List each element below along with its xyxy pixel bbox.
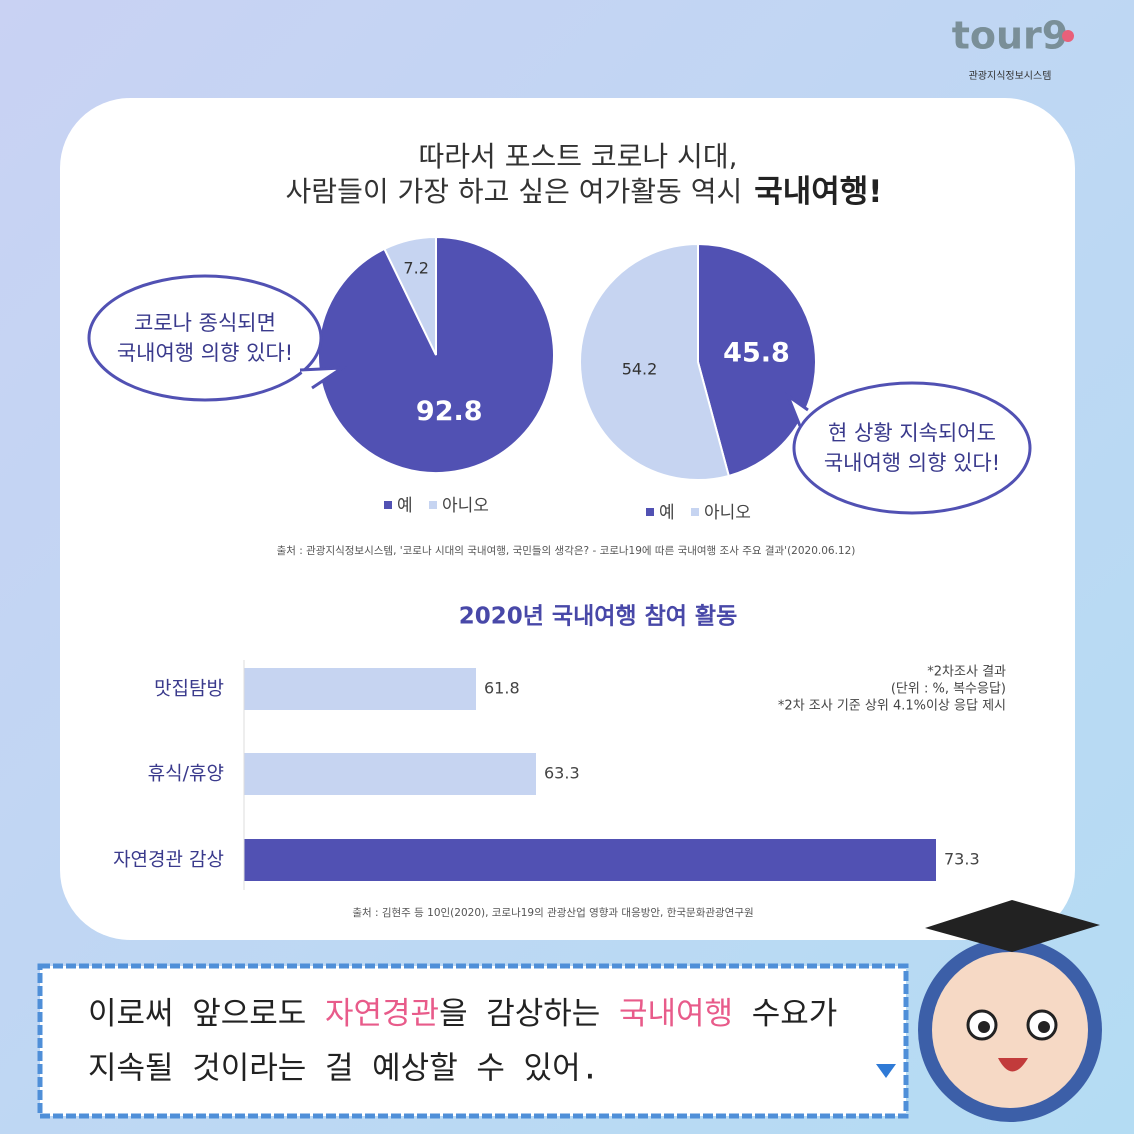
callout-tail xyxy=(784,391,809,427)
dialogue-line: 지속될 것이라는 걸 예상할 수 있어. xyxy=(88,1051,599,1087)
pie-slice xyxy=(383,235,437,356)
source: 출처 : 김현주 등 10인(2020), 코로나19의 관광산업 영향과 대응… xyxy=(352,906,753,919)
legend-marker xyxy=(646,508,654,516)
headline-line2: 사람들이 가장 하고 싶은 여가활동 역시 국내여행! xyxy=(286,174,883,210)
pie-slice xyxy=(317,235,555,474)
note: *2차조사 결과 xyxy=(927,665,1006,680)
source: 출처 : 관광지식정보시스템, '코로나 시대의 국내여행, 국민들의 생각은?… xyxy=(277,545,856,557)
chart-title: 2020년 국내여행 참여 활동 xyxy=(459,604,737,630)
dialogue-text: 이로써 앞으로도 xyxy=(88,996,325,1032)
callout-text: 현 상황 지속되어도 xyxy=(828,421,996,445)
pie-slice xyxy=(579,242,731,481)
pie-slice xyxy=(697,242,817,478)
card xyxy=(60,98,1075,940)
value-label: 7.2 xyxy=(403,258,428,277)
value-label: 54.2 xyxy=(622,359,658,378)
mascot xyxy=(918,900,1102,1122)
value-label: 61.8 xyxy=(484,679,520,698)
bar xyxy=(244,839,936,881)
legend-label: 아니오 xyxy=(704,503,751,523)
bar xyxy=(244,668,476,710)
headline-text: 사람들이 가장 하고 싶은 여가활동 역시 xyxy=(286,175,743,208)
callout-bubble xyxy=(792,381,1032,515)
callout-bubble xyxy=(87,274,323,402)
legend-label: 예 xyxy=(397,496,413,516)
value-label: 92.8 xyxy=(416,396,483,427)
legend-marker xyxy=(429,501,437,509)
mascot-mouth xyxy=(998,1058,1028,1072)
category-label: 자연경관 감상 xyxy=(113,849,224,871)
callout-text: 국내여행 의향 있다! xyxy=(824,451,1000,475)
next-arrow xyxy=(876,1064,896,1078)
mascot-face xyxy=(932,952,1088,1108)
category-label: 맛집탐방 xyxy=(154,678,224,700)
callout-text: 국내여행 의향 있다! xyxy=(117,341,293,365)
dialogue-highlight: 국내여행 xyxy=(619,996,733,1032)
value-label: 45.8 xyxy=(723,338,790,369)
legend-label: 예 xyxy=(659,503,675,523)
mascot-pupil xyxy=(1038,1021,1050,1033)
note: (단위 : %, 복수응답) xyxy=(891,682,1006,697)
legend-marker xyxy=(691,508,699,516)
callout-tail xyxy=(299,366,348,390)
note: *2차 조사 기준 상위 4.1%이상 응답 제시 xyxy=(778,699,1006,714)
callout-text: 코로나 종식되면 xyxy=(134,311,276,335)
logo-name: tour9 xyxy=(952,14,1069,58)
mascot-cap xyxy=(925,900,1100,952)
logo-subtitle: 관광지식정보시스템 xyxy=(969,70,1052,82)
value-label: 63.3 xyxy=(544,764,580,783)
value-label: 73.3 xyxy=(944,850,980,869)
dialogue-highlight: 자연경관 xyxy=(325,996,439,1032)
dialogue-text: 을 감상하는 xyxy=(439,996,619,1032)
mascot-pupil xyxy=(978,1021,990,1033)
headline-line1: 따라서 포스트 코로나 시대, xyxy=(419,140,738,173)
bar xyxy=(244,753,536,795)
charts: 92.8 7.2 예 아니오 45.8 54.2 예 아니오 2020년 국내여행 참여 활동맛… xyxy=(113,235,1006,890)
dialogue-text: 수요가 xyxy=(733,996,837,1032)
legend-marker xyxy=(384,501,392,509)
category-label: 휴식/휴양 xyxy=(148,763,224,785)
dialogue-box xyxy=(37,963,909,1119)
logo-pin xyxy=(1062,30,1074,42)
legend-label: 아니오 xyxy=(442,496,489,516)
dialogue-line: 이로써 앞으로도 자연경관을 감상하는 국내여행 수요가 xyxy=(88,996,837,1032)
headline-emphasis: 국내여행! xyxy=(754,174,882,210)
